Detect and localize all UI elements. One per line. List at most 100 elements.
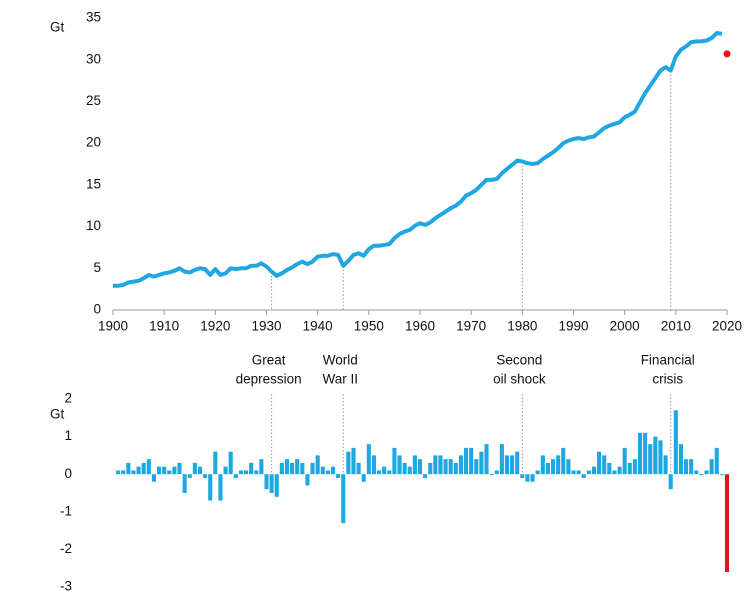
y-tick-label: 20 — [86, 135, 101, 150]
bar — [571, 470, 576, 475]
bar — [146, 459, 151, 475]
bar — [597, 451, 602, 475]
bar — [279, 462, 284, 475]
bar — [699, 474, 704, 476]
y-tick-label: 2 — [64, 391, 72, 406]
y-axis-label: Gt — [50, 407, 65, 422]
bar — [249, 462, 254, 475]
annotation: Second — [496, 353, 542, 368]
bar — [254, 470, 259, 475]
bar — [172, 466, 177, 475]
bar — [714, 447, 719, 475]
bar — [689, 459, 694, 475]
bar — [417, 459, 423, 475]
y-tick-label: -1 — [60, 503, 72, 518]
bar — [535, 470, 540, 475]
bar — [520, 474, 525, 478]
bar — [545, 462, 550, 475]
bar — [377, 470, 382, 475]
x-tick-label: 1950 — [354, 319, 384, 334]
x-tick-label: 1900 — [98, 319, 128, 334]
bar — [464, 447, 469, 475]
bar — [673, 410, 678, 475]
x-tick-label: 1920 — [200, 319, 230, 334]
x-tick-label: 2010 — [661, 319, 691, 334]
bar — [330, 466, 336, 475]
bar — [223, 466, 228, 475]
bar — [632, 459, 637, 475]
annotation: depression — [236, 372, 302, 387]
bar — [243, 470, 249, 475]
bar — [187, 474, 192, 478]
bar — [607, 462, 612, 475]
bar — [341, 474, 346, 524]
annotation: Financial — [641, 353, 695, 368]
x-tick-label: 1930 — [251, 319, 281, 334]
y-axis-label: Gt — [50, 20, 65, 35]
bar — [300, 462, 305, 475]
bar — [361, 474, 366, 482]
bar — [668, 474, 673, 490]
annotation: War II — [323, 372, 359, 387]
bar — [412, 455, 417, 475]
bar — [423, 474, 428, 478]
bar — [136, 466, 141, 475]
bar — [448, 459, 453, 475]
bar — [504, 455, 510, 475]
bar — [203, 474, 208, 478]
bar — [643, 432, 648, 475]
bar — [719, 474, 724, 476]
bar — [141, 462, 146, 475]
bar — [566, 459, 571, 475]
bar — [336, 474, 341, 478]
annotation: Great — [252, 353, 286, 368]
x-tick-label: 1960 — [405, 319, 435, 334]
bar — [208, 474, 213, 501]
bar — [162, 466, 167, 475]
x-tick-label: 2000 — [610, 319, 640, 334]
bar — [290, 462, 295, 475]
bar — [576, 470, 581, 475]
bar — [648, 444, 653, 475]
bar — [233, 474, 238, 478]
bar — [320, 466, 325, 475]
bar — [177, 462, 182, 475]
bar — [371, 455, 376, 475]
bar — [622, 447, 627, 475]
bar — [295, 459, 300, 475]
x-tick-label: 1940 — [303, 319, 333, 334]
bar — [612, 470, 617, 475]
bar — [151, 474, 156, 482]
bar — [637, 432, 643, 475]
y-tick-label: 5 — [93, 260, 101, 275]
bar — [489, 474, 494, 476]
data-line — [113, 31, 723, 288]
bar — [274, 474, 279, 497]
y-tick-label: 1 — [64, 428, 72, 443]
bar — [474, 459, 479, 475]
bar — [315, 455, 320, 475]
bar — [182, 474, 187, 493]
bar — [684, 459, 689, 475]
bar — [228, 451, 233, 475]
y-tick-label: 0 — [93, 302, 101, 317]
y-tick-label: 35 — [86, 10, 101, 25]
y-tick-label: -2 — [60, 541, 72, 556]
data-point — [723, 50, 731, 58]
bar — [704, 470, 709, 475]
bar — [627, 462, 632, 475]
bar — [678, 444, 683, 475]
bar — [284, 459, 290, 475]
bar — [116, 470, 121, 475]
annotation: crisis — [652, 372, 683, 387]
bar — [581, 474, 586, 478]
bar — [724, 474, 730, 572]
y-tick-label: 25 — [86, 93, 101, 108]
bar — [433, 455, 438, 475]
annotation: oil shock — [493, 372, 546, 387]
bar — [197, 466, 203, 475]
bar — [540, 455, 545, 475]
bar — [602, 455, 607, 475]
bar — [494, 470, 499, 475]
bar — [325, 470, 330, 475]
